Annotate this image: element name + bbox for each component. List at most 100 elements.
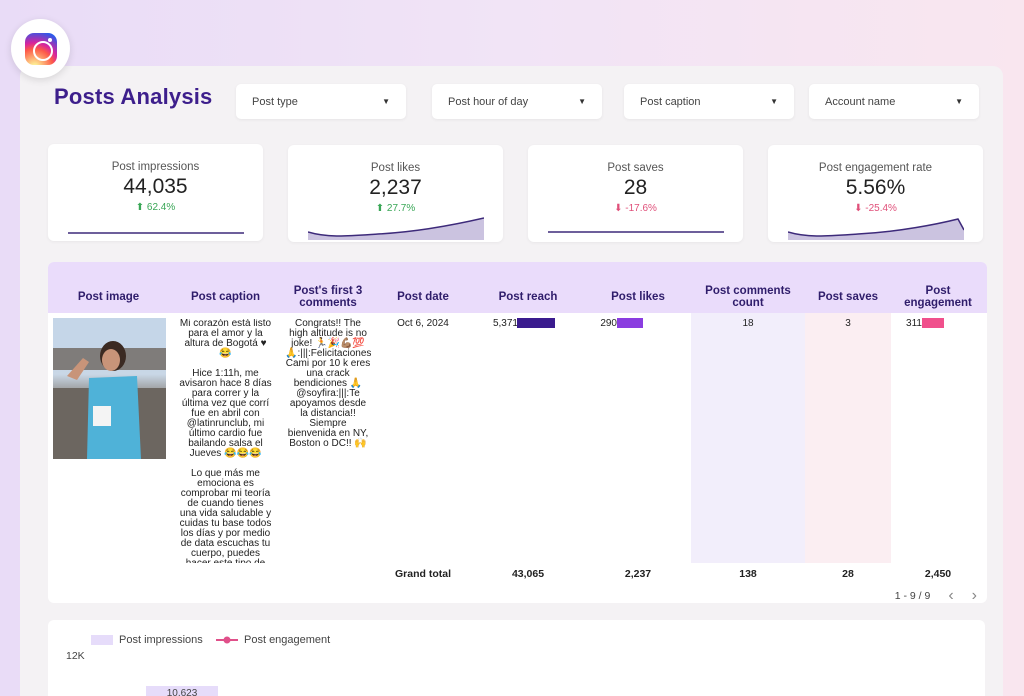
text-line: Congrats!! The — [295, 318, 361, 329]
area-swatch — [91, 635, 113, 645]
post-image[interactable] — [53, 318, 166, 459]
text-line: Cami por 10 k eres — [285, 358, 371, 369]
text-line: una crack — [306, 368, 350, 379]
text-line: Jueves 😂😂😂 — [189, 448, 262, 459]
filter-label: Account name — [825, 95, 896, 108]
text-line: cuidas tu base todos — [179, 518, 272, 529]
chevron-left-icon[interactable]: ‹ — [948, 587, 954, 603]
filter-label: Post hour of day — [448, 95, 529, 108]
col-header-comments-count[interactable]: Post comments count — [705, 284, 791, 309]
col-header-post-saves[interactable]: Post saves — [817, 290, 879, 303]
engagement-bar — [922, 318, 944, 328]
col-header-post-date[interactable]: Post date — [397, 290, 449, 303]
caption-cell: Mi corazón está listo para el amor y la al… — [173, 319, 278, 563]
col-header-post-reach[interactable]: Post reach — [498, 290, 558, 303]
saves-value: 3 — [845, 318, 851, 329]
kpi-value: 5.56% — [845, 176, 906, 199]
kpi-post-impressions: Post impressions 44,035 ⬆ 62.4% — [48, 144, 263, 241]
text-line: Hice 1:11h, me — [192, 368, 259, 379]
impressions-engagement-chart: Post impressions Post engagement 12K 10,… — [48, 620, 985, 696]
comments-count-value: 18 — [742, 318, 754, 329]
text-line: Siempre — [309, 418, 347, 429]
arrow-up-icon: ⬆ — [135, 202, 145, 213]
sparkline — [308, 217, 484, 240]
text-line: altura de Bogotá ♥ — [184, 338, 267, 349]
engagement-value: 311 — [906, 318, 922, 329]
total-engagement: 2,450 — [924, 568, 952, 580]
text-line: 😂 — [219, 348, 232, 359]
text-line: apoyamos desde — [289, 398, 367, 409]
text-line: avisaron hace 8 días — [179, 378, 272, 389]
kpi-delta: ⬆ 62.4% — [135, 202, 176, 213]
total-reach: 43,065 — [511, 568, 545, 580]
text-line: cuerpo, puedes — [191, 548, 260, 559]
arrow-down-icon: ⬇ — [614, 203, 623, 214]
text-line: 🙏:|||:Felicitaciones — [285, 348, 372, 359]
kpi-label: Post engagement rate — [818, 162, 933, 174]
col-header-post-caption[interactable]: Post caption — [190, 290, 260, 303]
date-cell: Oct 6, 2024 — [397, 318, 449, 329]
text-line: Lo que más me — [191, 468, 260, 479]
sparkline — [68, 232, 244, 234]
instagram-icon — [24, 32, 57, 65]
filter-post-hour[interactable]: Post hour of day ▼ — [432, 84, 602, 119]
text-line: de data escuchas tu — [180, 538, 271, 549]
total-comments: 138 — [739, 568, 757, 580]
text-line: de cuando tienes — [187, 498, 264, 509]
text-line: para el amor y la — [188, 328, 263, 339]
text-line: último cardio fue — [188, 428, 263, 439]
page-range: 1 - 9 / 9 — [894, 590, 931, 602]
col-header-first-comments[interactable]: Post's first 3 comments — [293, 284, 363, 309]
reach-bar — [517, 318, 555, 328]
text-line: comprobar mi teoría — [180, 488, 271, 499]
caret-down-icon: ▼ — [955, 97, 963, 106]
filter-label: Post type — [252, 95, 298, 108]
text-line: @latinrunclub, mi — [186, 418, 265, 429]
page-title: Posts Analysis — [54, 84, 213, 109]
likes-value: 290 — [600, 318, 617, 329]
caret-down-icon: ▼ — [382, 97, 390, 106]
kpi-value: 28 — [623, 176, 648, 199]
kpi-label: Post impressions — [111, 161, 200, 173]
kpi-delta: ⬇ -25.4% — [854, 203, 897, 214]
kpi-post-likes: Post likes 2,237 ⬆ 27.7% — [288, 145, 503, 242]
text-line: emociona es — [197, 478, 254, 489]
saves-column-bg — [805, 313, 891, 563]
sparkline — [548, 231, 724, 233]
col-header-post-image[interactable]: Post image — [77, 290, 140, 303]
total-likes: 2,237 — [624, 568, 652, 580]
text-line: los días y por medio — [180, 528, 271, 539]
kpi-delta: ⬆ 27.7% — [375, 203, 416, 214]
text-line: Mi corazón está listo — [179, 319, 272, 329]
total-saves: 28 — [842, 568, 854, 580]
text-line: @soyfira:|||:Te — [296, 388, 360, 399]
sparkline — [788, 218, 964, 240]
text-line: bendiciones 🙏 — [293, 378, 363, 389]
caret-down-icon: ▼ — [770, 97, 778, 106]
legend-impressions[interactable]: Post impressions — [91, 634, 203, 646]
filter-label: Post caption — [640, 95, 701, 108]
comments-text: Congrats!! The high altitude is no joke! 🏃… — [285, 319, 371, 449]
grand-total-label: Grand total — [394, 568, 451, 580]
text-line: última vez que corrí — [181, 398, 270, 409]
kpi-value: 2,237 — [369, 176, 422, 199]
posts-table: Post image Post caption Post's first 3 c… — [48, 262, 987, 603]
bar-label: 10,623 — [166, 688, 198, 696]
chevron-right-icon[interactable]: › — [971, 587, 977, 603]
legend-engagement[interactable]: Post engagement — [216, 634, 330, 646]
filter-post-type[interactable]: Post type ▼ — [236, 84, 406, 119]
text-line: joke! 🏃🎉💪🏽💯 — [291, 338, 365, 349]
line-swatch — [216, 636, 238, 644]
y-tick-top: 12K — [66, 650, 85, 662]
kpi-label: Post likes — [370, 162, 421, 174]
arrow-up-icon: ⬆ — [375, 203, 385, 214]
filter-account-name[interactable]: Account name ▼ — [809, 84, 979, 119]
text-line: para correr y la — [191, 388, 260, 399]
caret-down-icon: ▼ — [578, 97, 586, 106]
text-line: la distancia!! — [300, 408, 356, 419]
col-header-post-engagement[interactable]: Post engagement — [904, 284, 972, 309]
kpi-delta: ⬇ -17.6% — [614, 203, 657, 214]
filter-post-caption[interactable]: Post caption ▼ — [624, 84, 794, 119]
col-header-post-likes[interactable]: Post likes — [611, 290, 665, 303]
reach-value: 5,371 — [492, 318, 518, 329]
